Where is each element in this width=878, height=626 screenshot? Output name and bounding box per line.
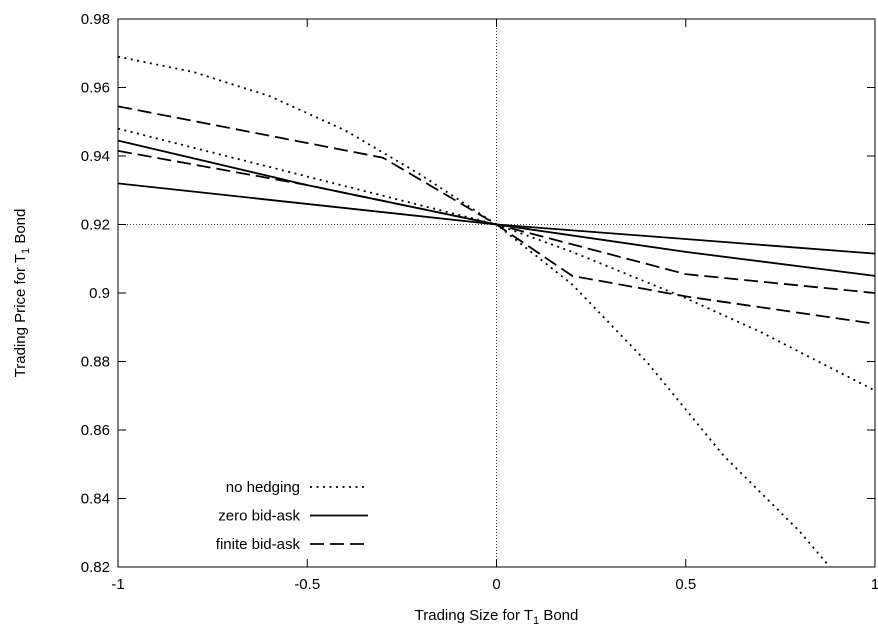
y-tick-label: 0.82	[81, 559, 110, 576]
y-axis-label-suffix: Bond	[12, 209, 29, 248]
y-axis-label-subscript: 1	[20, 248, 32, 254]
x-axis-label-suffix: Bond	[539, 607, 578, 624]
y-tick-label: 0.98	[81, 11, 110, 28]
legend-label: no hedging	[226, 479, 300, 496]
series-line-6-dashed	[118, 149, 875, 294]
y-tick-label: 0.94	[81, 148, 110, 165]
legend-label: finite bid-ask	[216, 536, 301, 553]
x-tick-label: 0.5	[675, 576, 696, 593]
y-tick-label: 0.88	[81, 354, 110, 371]
plot-area-frame	[117, 18, 876, 568]
series-line-1-dotted	[118, 55, 832, 567]
y-tick-label: 0.96	[81, 80, 110, 97]
y-tick-label: 0.84	[81, 491, 110, 508]
series-line-2-dotted	[118, 127, 875, 392]
x-axis-label-subscript: 1	[533, 615, 539, 626]
x-tick-label: -1	[111, 576, 124, 593]
y-tick-label: 0.92	[81, 217, 110, 234]
x-tick-label: 1	[871, 576, 878, 593]
x-tick-label: 0	[492, 576, 500, 593]
y-axis-label-prefix: Trading Price for T	[12, 254, 29, 377]
y-axis-label: Trading Price for T1 Bond	[12, 209, 32, 378]
legend-label: zero bid-ask	[218, 508, 300, 525]
x-tick-label: -0.5	[294, 576, 320, 593]
series-line-5-dashed	[118, 105, 875, 325]
x-axis-label-prefix: Trading Size for T	[415, 607, 533, 624]
y-tick-label: 0.86	[81, 422, 110, 439]
x-axis-label: Trading Size for T1 Bond	[415, 607, 579, 626]
legend: no hedging zero bid-ask finite bid-ask	[216, 479, 368, 553]
series-layer	[118, 55, 875, 567]
y-tick-label: 0.9	[89, 285, 110, 302]
tick-labels: -1 -0.5 0 0.5 1 0.82 0.84 0.86 0.88 0.9 0.92 0.94 0.…	[81, 11, 878, 593]
